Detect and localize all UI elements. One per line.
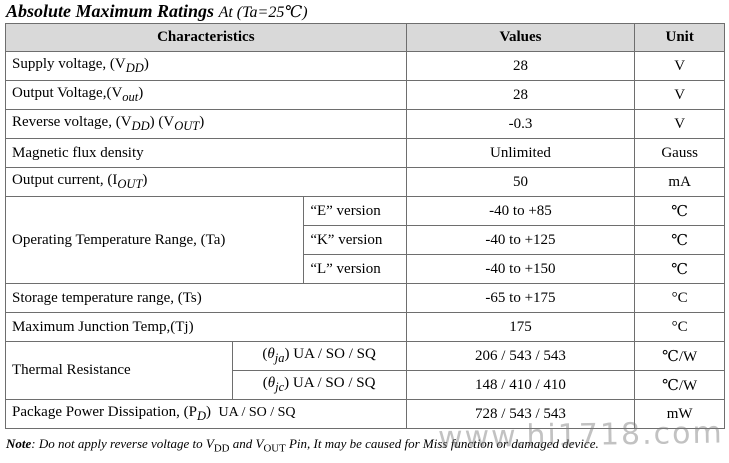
table-row: Operating Temperature Range, (Ta) “E” ve…: [4, 196, 725, 284]
watermark: www.hi1718.com: [437, 415, 724, 456]
row-unit: V: [634, 51, 725, 81]
row-label-thermal: Thermal Resistance: [5, 341, 233, 400]
table-row: Reverse voltage, (VDD) (VOUT) -0.3 V: [5, 109, 725, 139]
row-unit: ℃: [634, 196, 725, 226]
row-label: Output current, (IOUT): [5, 167, 407, 197]
thermal-param: (θja) UA / SO / SQ: [231, 341, 407, 371]
row-label: Package Power Dissipation, (PD) UA / SO …: [5, 399, 407, 429]
row-label: Maximum Junction Temp,(Tj): [5, 312, 407, 342]
version-label: “L” version: [303, 254, 407, 284]
table-row: Output Voltage,(Vout) 28 V: [5, 80, 725, 110]
row-label: Storage temperature range, (Ts): [5, 283, 407, 313]
row-value: 50: [405, 167, 636, 197]
row-label: Supply voltage, (VDD): [5, 51, 407, 81]
thermal-param: (θjc) UA / SO / SQ: [231, 370, 407, 400]
table-row: Output current, (IOUT) 50 mA: [5, 167, 725, 197]
row-unit: ℃/W: [634, 341, 725, 371]
row-unit: V: [634, 109, 725, 139]
row-value: 148 / 410 / 410: [405, 370, 636, 400]
row-unit: °C: [634, 283, 725, 313]
row-label: Output Voltage,(Vout): [5, 80, 407, 110]
footnote: Note: Do not apply reverse voltage to VD…: [6, 436, 599, 455]
row-unit: ℃: [634, 254, 725, 284]
row-value: 206 / 543 / 543: [405, 341, 636, 371]
row-value: 28: [405, 80, 636, 110]
row-unit: mA: [634, 167, 725, 197]
version-label: “E” version: [303, 196, 407, 226]
section-title: Absolute Maximum Ratings At (Ta=25℃): [6, 1, 308, 22]
row-value: -40 to +85: [405, 196, 636, 226]
table-row: “K” version -40 to +125 ℃: [6, 225, 725, 255]
row-unit: °C: [634, 312, 725, 342]
row-unit: ℃: [634, 225, 725, 255]
row-unit: V: [634, 80, 725, 110]
table-row: “L” version -40 to +150 ℃: [6, 254, 725, 284]
row-value: -40 to +150: [405, 254, 636, 284]
row-label: Reverse voltage, (VDD) (VOUT): [5, 109, 407, 139]
version-label: “K” version: [303, 225, 407, 255]
row-value: 175: [405, 312, 636, 342]
table-row: Supply voltage, (VDD) 28 V: [5, 51, 725, 81]
row-label: Magnetic flux density: [5, 138, 407, 168]
title-main: Absolute Maximum Ratings: [6, 1, 215, 21]
table-row: Maximum Junction Temp,(Tj) 175 °C: [5, 312, 725, 342]
row-value: Unlimited: [405, 138, 636, 168]
row-value: 28: [405, 51, 636, 81]
table-row: Package Power Dissipation, (PD) UA / SO …: [5, 399, 725, 429]
row-unit: mW: [634, 399, 725, 429]
row-value: -65 to +175: [405, 283, 636, 313]
table-row: Thermal Resistance (θja) UA / SO / SQ 20…: [5, 341, 725, 400]
row-value: 728 / 543 / 543: [405, 399, 636, 429]
row-unit: Gauss: [634, 138, 725, 168]
table-row: Storage temperature range, (Ts) -65 to +…: [5, 283, 725, 313]
table-row: Magnetic flux density Unlimited Gauss: [5, 138, 725, 168]
title-condition: At (Ta=25℃): [218, 4, 308, 21]
table-row: (θjc) UA / SO / SQ 148 / 410 / 410 ℃/W: [6, 370, 725, 400]
header-unit: Unit: [634, 23, 725, 52]
header-characteristics: Characteristics: [5, 23, 407, 52]
row-value: -0.3: [405, 109, 636, 139]
row-value: -40 to +125: [405, 225, 636, 255]
header-values: Values: [405, 23, 636, 52]
ratings-table: Characteristics Values Unit Supply volta…: [4, 23, 725, 429]
header-row: Characteristics Values Unit: [5, 23, 725, 52]
row-unit: ℃/W: [634, 370, 725, 400]
row-label-operating-temp: Operating Temperature Range, (Ta): [4, 196, 305, 284]
